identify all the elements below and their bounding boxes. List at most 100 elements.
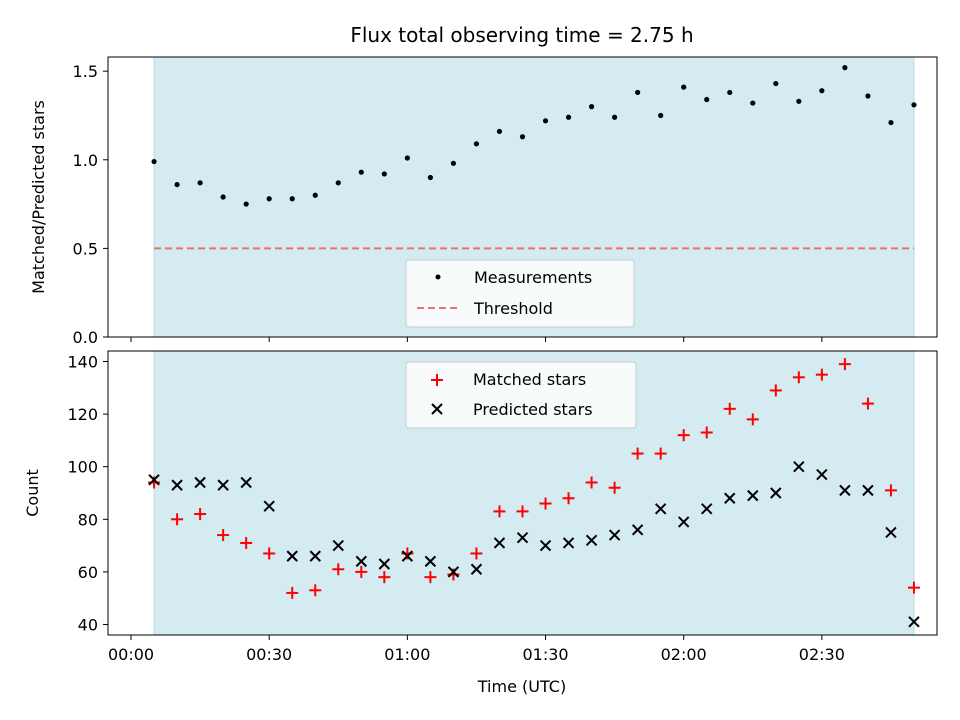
predicted-stars-point <box>447 566 460 578</box>
predicted-stars-point <box>539 539 552 552</box>
predicted-stars-point <box>286 550 298 562</box>
matched-stars-point <box>769 384 782 397</box>
measurement-point <box>404 155 410 161</box>
measurement-point <box>842 65 848 71</box>
matched-stars-point <box>194 508 207 521</box>
measurement-point <box>542 118 549 124</box>
predicted-stars-point <box>516 531 529 544</box>
measurement-point <box>197 180 203 186</box>
matched-stars-point <box>332 563 345 576</box>
predicted-stars-point <box>885 526 897 539</box>
x-tick-label: 02:00 <box>661 645 707 664</box>
x-tick-label: 01:30 <box>522 645 568 664</box>
matched-stars-point <box>746 413 759 426</box>
legend-predicted-label: Predicted stars <box>473 400 593 419</box>
matched-stars-point <box>516 505 529 518</box>
measurement-point <box>473 141 480 147</box>
x-tick-label: 01:00 <box>384 645 430 664</box>
predicted-stars-point <box>194 476 206 489</box>
top-measurement-points <box>151 65 917 207</box>
predicted-stars-point <box>493 537 506 549</box>
matched-stars-point <box>378 571 391 584</box>
y-tick-label: 0.0 <box>73 328 98 347</box>
measurement-point <box>565 114 572 120</box>
measurement-point <box>588 104 595 110</box>
predicted-stars-point <box>608 529 621 541</box>
predicted-stars-point <box>401 550 414 562</box>
predicted-stars-point <box>724 492 736 504</box>
measurement-point <box>427 174 433 181</box>
y-tick-label: 80 <box>78 510 98 529</box>
predicted-stars-point <box>770 487 782 499</box>
matched-stars-point <box>240 536 253 549</box>
matched-stars-point <box>884 484 897 497</box>
measurement-point <box>888 119 894 126</box>
measurement-point <box>289 196 295 202</box>
matched-stars-point <box>677 429 690 442</box>
bottom-legend: Matched stars Predicted stars <box>405 361 637 429</box>
predicted-stars-point <box>677 516 690 528</box>
bottom-axes-frame <box>107 350 938 636</box>
predicted-stars-point <box>309 550 321 562</box>
predicted-stars-point <box>793 460 805 473</box>
legend-predicted-marker <box>431 403 443 415</box>
measurement-point <box>381 171 387 177</box>
predicted-stars-point <box>263 500 275 512</box>
predicted-stars-point <box>378 558 391 570</box>
matched-stars-point <box>654 447 667 460</box>
predicted-stars-point <box>654 503 667 515</box>
matched-stars-point <box>309 584 322 597</box>
matched-stars-point <box>631 447 644 460</box>
measurement-point <box>496 128 503 135</box>
measurement-point <box>773 80 779 87</box>
measurement-point <box>658 112 664 119</box>
matched-stars-point <box>608 481 621 494</box>
y-tick-label: 120 <box>67 405 98 424</box>
predicted-stars-point <box>908 616 920 628</box>
measurement-point <box>174 181 180 188</box>
y-tick-label: 60 <box>78 563 98 582</box>
legend-matched-marker <box>431 374 443 386</box>
matched-stars-point <box>171 513 184 526</box>
matched-stars-point <box>838 358 851 371</box>
bottom-y-axis-label: Count <box>23 469 42 517</box>
top-panel: 0.0 0.5 1.0 1.5 Matched/Predicted stars Mea… <box>29 56 938 347</box>
matched-stars-point <box>907 581 920 594</box>
measurement-point <box>450 160 457 166</box>
measurement-point <box>519 134 526 140</box>
predicted-stars-point <box>839 484 851 497</box>
y-tick-label: 0.5 <box>73 239 98 258</box>
matched-stars-point <box>286 586 299 599</box>
measurement-point <box>358 169 364 175</box>
bottom-legend-box <box>405 361 637 429</box>
legend-matched-label: Matched stars <box>473 370 586 389</box>
predicted-stars-point <box>816 468 828 481</box>
y-tick-label: 100 <box>67 458 98 477</box>
y-tick-label: 40 <box>78 615 98 634</box>
predicted-stars-point <box>585 534 598 547</box>
measurement-point <box>612 114 618 120</box>
bottom-x-ticks: 00:00 00:30 01:00 01:30 02:00 02:30 <box>108 635 845 664</box>
matched-stars-point <box>355 565 368 578</box>
predicted-stars-point <box>355 555 368 568</box>
measurement-point <box>243 201 249 207</box>
top-x-ticks <box>130 337 823 342</box>
matched-stars-point <box>700 426 713 439</box>
y-tick-label: 140 <box>67 353 98 372</box>
matched-stars-point <box>217 529 230 542</box>
measurement-point <box>750 100 756 106</box>
measurement-point <box>151 158 157 165</box>
matched-stars-point <box>493 505 506 518</box>
predicted-stars-point <box>747 489 759 502</box>
matched-stars-point <box>539 497 552 510</box>
legend-threshold-label: Threshold <box>473 299 553 318</box>
measurement-point <box>312 192 318 198</box>
bottom-points <box>148 358 920 628</box>
matched-stars-point <box>263 547 276 560</box>
bottom-y-ticks: 40 60 80 100 120 140 <box>67 353 108 634</box>
measurement-point <box>819 88 825 94</box>
y-tick-label: 1.0 <box>73 151 98 170</box>
matched-stars-point <box>585 476 598 489</box>
top-legend-box <box>405 259 635 328</box>
